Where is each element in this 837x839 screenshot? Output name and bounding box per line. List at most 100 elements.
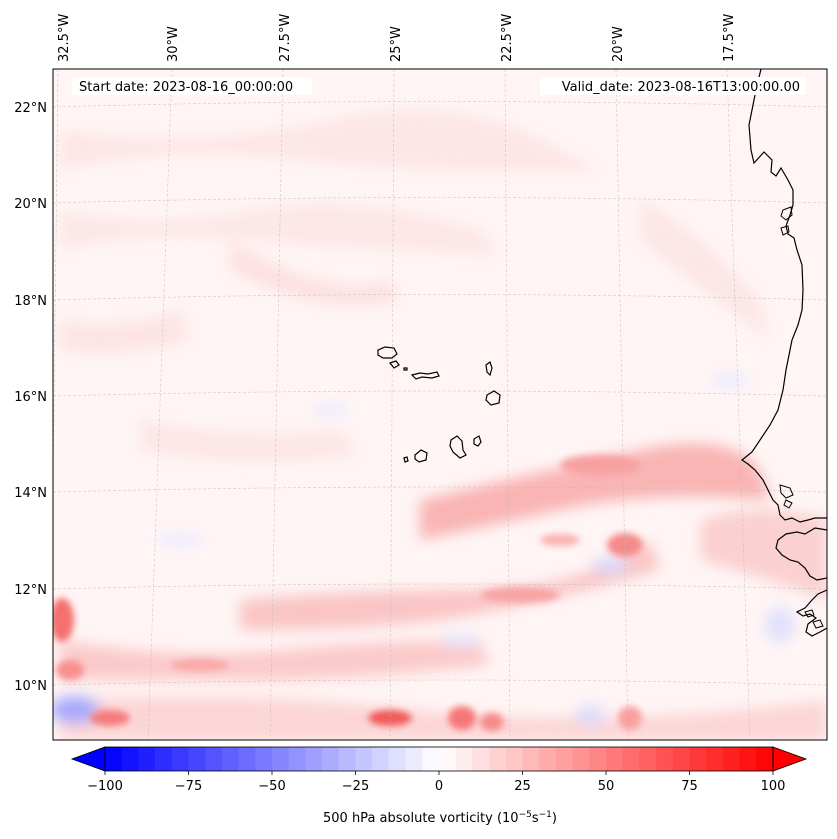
- colorbar-ticks: −100 −75 −50 −25 0 25 50 75 100: [87, 771, 785, 794]
- africa-coastline: [740, 69, 827, 523]
- vorticity-max: [480, 587, 560, 603]
- meridian-32.5W: [53, 69, 59, 514]
- colorbar-segment: [155, 747, 173, 771]
- colorbar-segment: [606, 747, 624, 771]
- colorbar-segment: [171, 747, 189, 771]
- island-fogo: [414, 449, 428, 463]
- colorbar-segment: [555, 747, 573, 771]
- southern-band: [60, 696, 827, 740]
- vorticity-max: [607, 533, 643, 557]
- negative-patch: [765, 607, 795, 643]
- colorbar-segment: [221, 747, 239, 771]
- vorticity-streak: [230, 240, 400, 306]
- parallel-22N: [53, 101, 827, 108]
- colorbar-segment: [288, 747, 306, 771]
- colorbar-segment: [305, 747, 323, 771]
- negative-patch: [592, 557, 628, 573]
- colorbar-title-exp2: −1: [539, 810, 552, 820]
- vorticity-streak: [140, 420, 360, 462]
- colorbar-segment: [455, 747, 473, 771]
- colorbar-segment: [121, 747, 139, 771]
- colorbar-segment: [355, 747, 373, 771]
- start-date-label: Start date: 2023-08-16_00:00:00: [79, 80, 293, 95]
- colorbar-extend-high: [772, 746, 808, 772]
- negative-patch: [575, 705, 605, 725]
- colorbar-segment: [322, 747, 340, 771]
- colorbar-segments: [105, 747, 774, 771]
- meridian-30W: [147, 69, 173, 740]
- colorbar-title-exp1: −5: [519, 810, 532, 820]
- negative-patch: [155, 532, 205, 548]
- guinea-bissau-coast: [795, 589, 827, 637]
- vorticity-max: [618, 706, 642, 730]
- gridlines: [53, 69, 827, 740]
- valid-date-box: [540, 77, 806, 95]
- cape-verde-islands: [377, 346, 501, 463]
- colorbar-title-main: 500 hPa absolute vorticity (10: [323, 811, 519, 826]
- colorbar: −100 −75 −50 −25 0 25 50 75 100 500 hPa absolute…: [70, 746, 808, 826]
- colorbar-title-mid: s: [532, 811, 539, 826]
- colorbar-segment: [138, 747, 156, 771]
- colorbar-segment: [489, 747, 507, 771]
- island-sal: [485, 361, 493, 377]
- colorbar-segment: [405, 747, 423, 771]
- positive-band-lower: [60, 640, 490, 680]
- map-frame: [52, 68, 828, 741]
- colorbar-segment: [472, 747, 490, 771]
- vorticity-field: [53, 110, 827, 740]
- negative-patch: [710, 372, 750, 388]
- parallel-14N: [53, 486, 827, 493]
- colorbar-segment: [272, 747, 290, 771]
- colorbar-segment: [522, 747, 540, 771]
- vorticity-max: [368, 710, 412, 726]
- lat-label: 22°N: [14, 101, 47, 116]
- colorbar-tick-label: 25: [514, 779, 531, 794]
- colorbar-segment: [756, 747, 774, 771]
- colorbar-segment: [205, 747, 223, 771]
- lat-label: 14°N: [14, 486, 47, 501]
- vorticity-streak: [640, 200, 770, 340]
- colorbar-segment: [722, 747, 740, 771]
- latitude-labels: 22°N 20°N 18°N 16°N 14°N 12°N 10°N: [14, 101, 47, 694]
- vorticity-streak: [60, 110, 600, 172]
- colorbar-tick-label: 0: [435, 779, 443, 794]
- colorbar-tick-label: 75: [681, 779, 698, 794]
- colorbar-segment: [539, 747, 557, 771]
- colorbar-tick-label: −50: [258, 779, 285, 794]
- lat-label: 18°N: [14, 294, 47, 309]
- vorticity-max: [480, 713, 504, 731]
- vorticity-max: [560, 455, 640, 475]
- colorbar-title: 500 hPa absolute vorticity (10−5s−1): [323, 810, 557, 826]
- map-panel: Start date: 2023-08-16_00:00:00 Valid_da…: [53, 69, 827, 740]
- negative-patch: [440, 633, 480, 647]
- island-sao-vicente: [388, 360, 400, 369]
- lon-label: 20°W: [611, 26, 626, 62]
- colorbar-segment: [238, 747, 256, 771]
- colorbar-segment: [388, 747, 406, 771]
- meridian-25W: [389, 69, 395, 740]
- colorbar-segment: [372, 747, 390, 771]
- meridian-17.5W: [726, 69, 751, 740]
- colorbar-segment: [422, 747, 440, 771]
- colorbar-segment: [105, 747, 123, 771]
- parallel-10N: [53, 679, 827, 686]
- vorticity-max: [53, 598, 74, 642]
- start-date-box: [72, 77, 312, 95]
- parallel-16N: [53, 390, 827, 397]
- vorticity-streak: [60, 310, 190, 354]
- vorticity-max: [448, 706, 476, 730]
- colorbar-tick-label: −100: [87, 779, 123, 794]
- lon-label: 32.5°W: [57, 14, 72, 62]
- colorbar-title-end: ): [552, 811, 557, 826]
- meridian-22.5W: [504, 69, 511, 740]
- colorbar-extend-low: [70, 746, 106, 772]
- island-santiago: [449, 435, 467, 459]
- vorticity-max: [540, 534, 580, 546]
- colorbar-segment: [589, 747, 607, 771]
- island-sao-nicolau: [410, 371, 440, 380]
- colorbar-segment: [439, 747, 457, 771]
- negative-patch: [310, 403, 350, 417]
- colorbar-segment: [639, 747, 657, 771]
- colorbar-tick-label: 100: [761, 779, 786, 794]
